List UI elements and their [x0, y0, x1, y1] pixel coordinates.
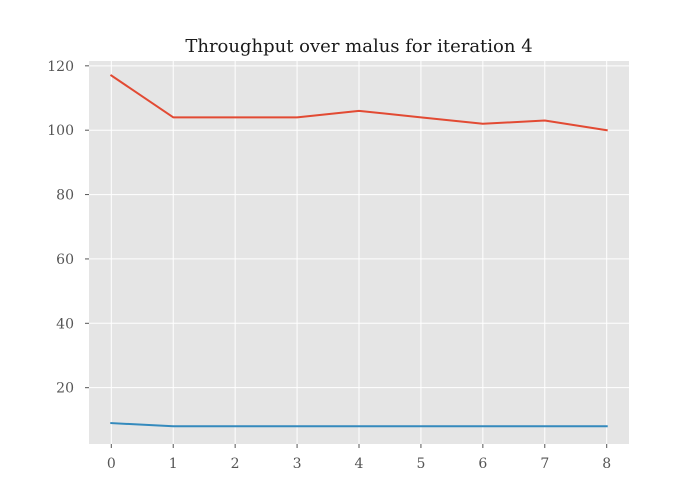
y-tick-label: 80	[56, 188, 74, 204]
y-tick-label: 40	[56, 316, 74, 332]
y-tick-label: 100	[47, 123, 74, 139]
x-tick-label: 7	[540, 456, 549, 472]
x-tick-label: 4	[355, 456, 364, 472]
x-tick-label: 1	[169, 456, 178, 472]
x-tick-label: 2	[231, 456, 240, 472]
x-axis-ticks: 0 1 2 3 4 5 6 7 8	[107, 444, 611, 472]
x-tick-label: 8	[602, 456, 611, 472]
series-lines	[109, 74, 608, 428]
y-axis-ticks: 20 40 60 80 100 120	[47, 59, 89, 397]
x-tick-label: 6	[478, 456, 487, 472]
x-tick-label: 0	[107, 456, 116, 472]
y-tick-label: 120	[47, 59, 74, 75]
chart-title: Throughput over malus for iteration 4	[185, 36, 532, 57]
x-tick-label: 5	[416, 456, 425, 472]
y-tick-label: 60	[56, 252, 74, 268]
y-tick-label: 20	[56, 381, 74, 397]
grid-lines	[89, 61, 629, 444]
x-tick-label: 3	[293, 456, 302, 472]
